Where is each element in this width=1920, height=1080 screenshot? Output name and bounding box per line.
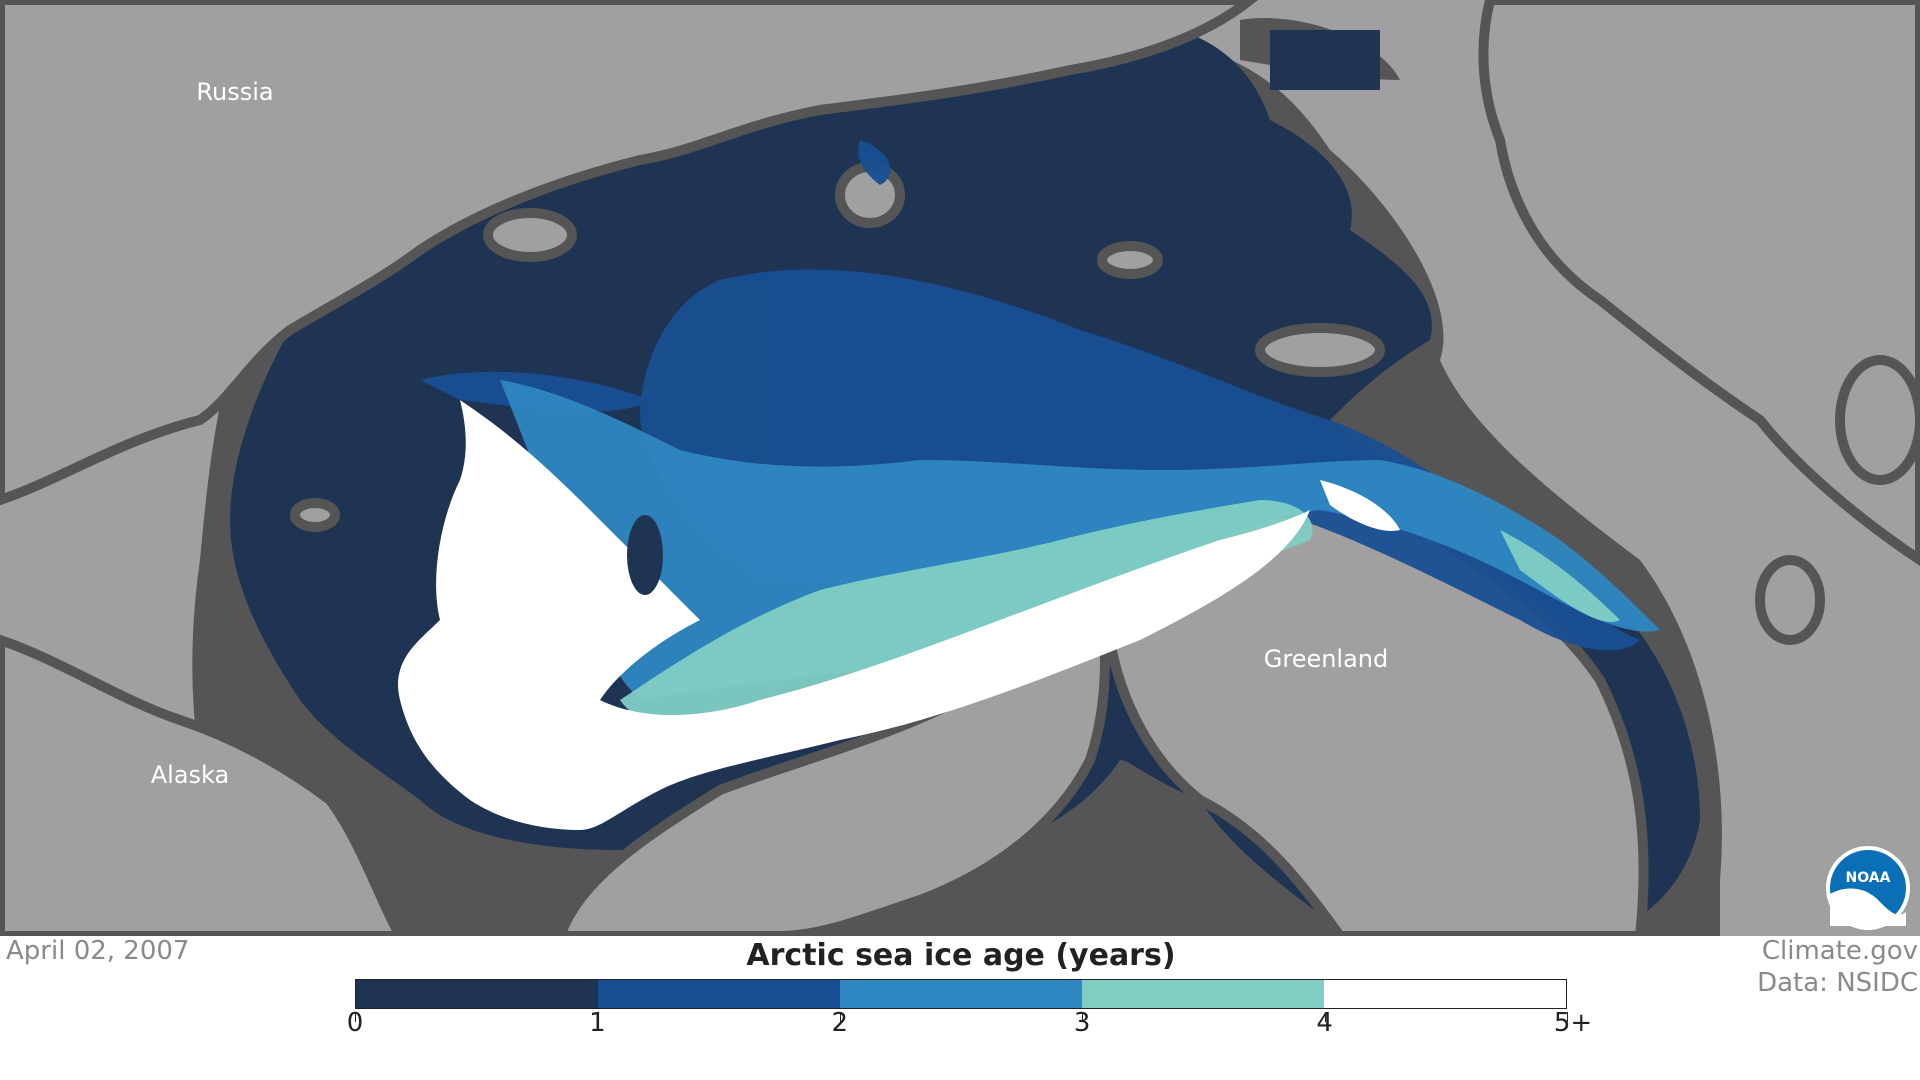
colorbar-tick-label: 4 [1316, 1008, 1333, 1038]
colorbar-tick [597, 1012, 599, 1022]
label-alaska: Alaska [151, 761, 229, 789]
colorbar [355, 979, 1567, 1009]
ice-age-3-4-region [620, 500, 1620, 730]
date-label: April 02, 2007 [6, 936, 190, 966]
credit-site: Climate.gov [1761, 936, 1918, 966]
colorbar-tick [1082, 1012, 1084, 1022]
colorbar-tick-label: 2 [831, 1008, 849, 1038]
legend-title: Arctic sea ice age (years) [746, 938, 1176, 973]
label-russia: Russia [196, 78, 273, 106]
colorbar-tick [355, 1012, 356, 1022]
colorbar-bin [598, 980, 840, 1008]
noaa-logo-text: NOAA [1846, 870, 1891, 886]
colorbar-bin [1082, 980, 1324, 1008]
noaa-logo-icon: NOAA [1826, 846, 1910, 930]
colorbar-tick [839, 1012, 841, 1022]
colorbar-tick [1324, 1012, 1326, 1022]
land-masses [0, 0, 1920, 936]
colorbar-tick-label: 5+ [1553, 1008, 1593, 1038]
ice-age-4-plus-region [398, 400, 1400, 830]
colorbar-bin [840, 980, 1082, 1008]
colorbar-tick-label: 0 [346, 1008, 364, 1038]
colorbar-tick-label: 3 [1073, 1008, 1091, 1038]
footer: April 02, 2007 Arctic sea ice age (years… [0, 936, 1920, 1080]
credit-data: Data: NSIDC [1757, 968, 1918, 998]
sea-ice-age-map: Russia Alaska Greenland NOAA [0, 0, 1920, 936]
open-lead [627, 515, 663, 595]
label-greenland: Greenland [1264, 645, 1389, 673]
colorbar-bin [356, 980, 598, 1008]
colorbar-tick-label: 1 [589, 1008, 606, 1038]
colorbar-bin [1324, 980, 1566, 1008]
colorbar-tick [1567, 1012, 1568, 1022]
